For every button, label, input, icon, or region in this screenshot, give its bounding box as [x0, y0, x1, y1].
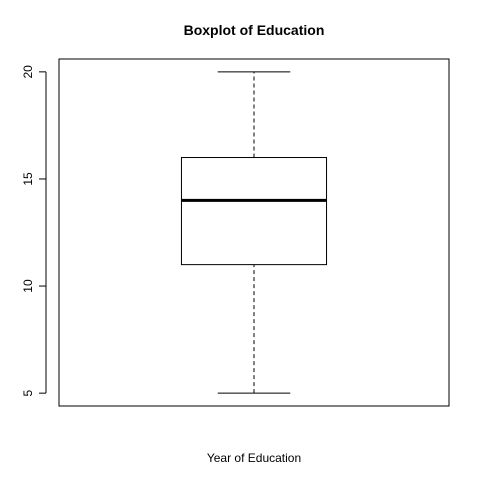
- y-tick-label: 15: [21, 172, 35, 186]
- y-tick-label: 5: [21, 389, 35, 396]
- chart-title: Boxplot of Education: [184, 22, 325, 38]
- y-tick-label: 20: [21, 65, 35, 79]
- plot-frame: [58, 58, 450, 407]
- y-axis: 5 10 15 20: [21, 65, 47, 396]
- x-axis-label: Year of Education: [207, 451, 301, 465]
- y-tick-label: 10: [21, 279, 35, 293]
- iqr-box: [180, 157, 328, 266]
- box-series: [180, 71, 328, 394]
